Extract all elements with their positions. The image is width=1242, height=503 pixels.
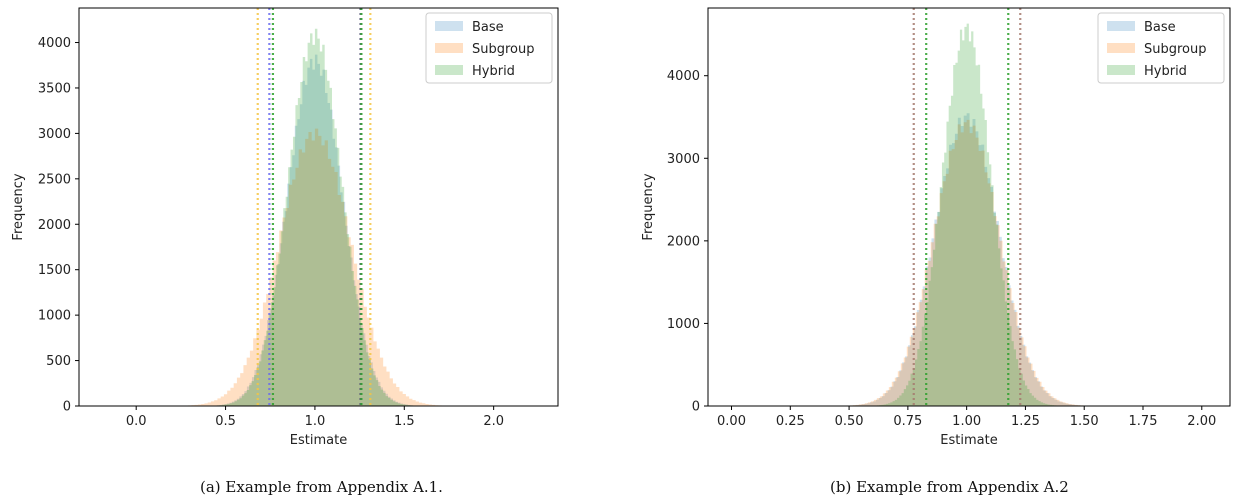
x-tick-label: 1.50 <box>1070 414 1099 429</box>
x-tick-label: 0.75 <box>893 414 922 429</box>
legend-label-hybrid: Hybrid <box>1144 64 1187 79</box>
x-tick-label: 1.5 <box>394 414 415 429</box>
x-axis-label: Estimate <box>940 433 997 448</box>
histogram-base <box>176 54 454 406</box>
x-axis-label: Estimate <box>290 433 347 448</box>
histogram-hybrid <box>180 28 449 407</box>
y-tick-label: 3000 <box>667 152 700 167</box>
x-tick-label: 2.00 <box>1187 414 1216 429</box>
legend-swatch-subgroup <box>1107 43 1135 53</box>
chart-a: 0.0 0.5 1.0 1.5 2.0 0 500 1000 1500 2000 2500 3000 3… <box>11 7 559 448</box>
legend-box <box>1097 12 1225 84</box>
y-tick-label: 1000 <box>38 309 71 324</box>
x-tick-label: 0.25 <box>776 414 805 429</box>
y-tick-label: 4000 <box>38 36 71 51</box>
x-tick-label: 1.25 <box>1011 414 1040 429</box>
histogram-subgroup <box>802 119 1132 406</box>
y-tick-label: 500 <box>46 354 71 369</box>
histogram-hybrid <box>843 23 1091 406</box>
y-tick-label: 1000 <box>667 317 700 332</box>
y-tick-label: 2000 <box>667 234 700 249</box>
plot-frame <box>78 7 559 407</box>
x-tick-label: 0.50 <box>835 414 864 429</box>
legend-box <box>425 12 553 84</box>
histogram-subgroup <box>136 128 494 406</box>
legend-label-subgroup: Subgroup <box>1144 42 1207 57</box>
legend-label-base: Base <box>472 20 504 35</box>
x-tick-label: 0.5 <box>215 414 236 429</box>
plot-frame <box>707 7 1231 407</box>
legend-swatch-hybrid <box>1107 65 1135 75</box>
x-tick-label: 0.0 <box>126 414 147 429</box>
legend-label-hybrid: Hybrid <box>472 64 515 79</box>
y-tick-label: 3500 <box>38 81 71 96</box>
y-tick-label: 2000 <box>38 218 71 233</box>
chart-b: 0.00 0.25 0.50 0.75 1.00 1.25 1.50 1.75 2.00 0 100… <box>641 7 1231 448</box>
legend: Base Subgroup Hybrid <box>1097 12 1225 84</box>
legend-label-base: Base <box>1144 20 1176 35</box>
caption-b: (b) Example from Appendix A.2 <box>830 478 1069 496</box>
y-tick-label: 4000 <box>667 69 700 84</box>
y-tick-label: 0 <box>63 400 71 415</box>
y-axis-label: Frequency <box>11 173 26 240</box>
y-tick-label: 0 <box>692 400 700 415</box>
y-tick-label: 2500 <box>38 172 71 187</box>
legend-swatch-hybrid <box>435 65 463 75</box>
y-tick-label: 1500 <box>38 263 71 278</box>
histogram-base <box>805 113 1128 406</box>
x-tick-label: 1.00 <box>952 414 981 429</box>
histogram-figure: 0.0 0.5 1.0 1.5 2.00500100015002000250030003… <box>11 7 1231 448</box>
legend-swatch-subgroup <box>435 43 463 53</box>
legend-swatch-base <box>1107 21 1135 31</box>
x-tick-label: 1.0 <box>305 414 326 429</box>
legend-label-subgroup: Subgroup <box>472 42 535 57</box>
x-tick-label: 1.75 <box>1129 414 1158 429</box>
y-tick-label: 3000 <box>38 127 71 142</box>
caption-a: (a) Example from Appendix A.1. <box>200 478 443 496</box>
x-tick-label: 2.0 <box>483 414 504 429</box>
y-axis-label: Frequency <box>641 173 656 240</box>
legend-swatch-base <box>435 21 463 31</box>
x-tick-label: 0.00 <box>717 414 746 429</box>
legend: Base Subgroup Hybrid <box>425 12 553 84</box>
